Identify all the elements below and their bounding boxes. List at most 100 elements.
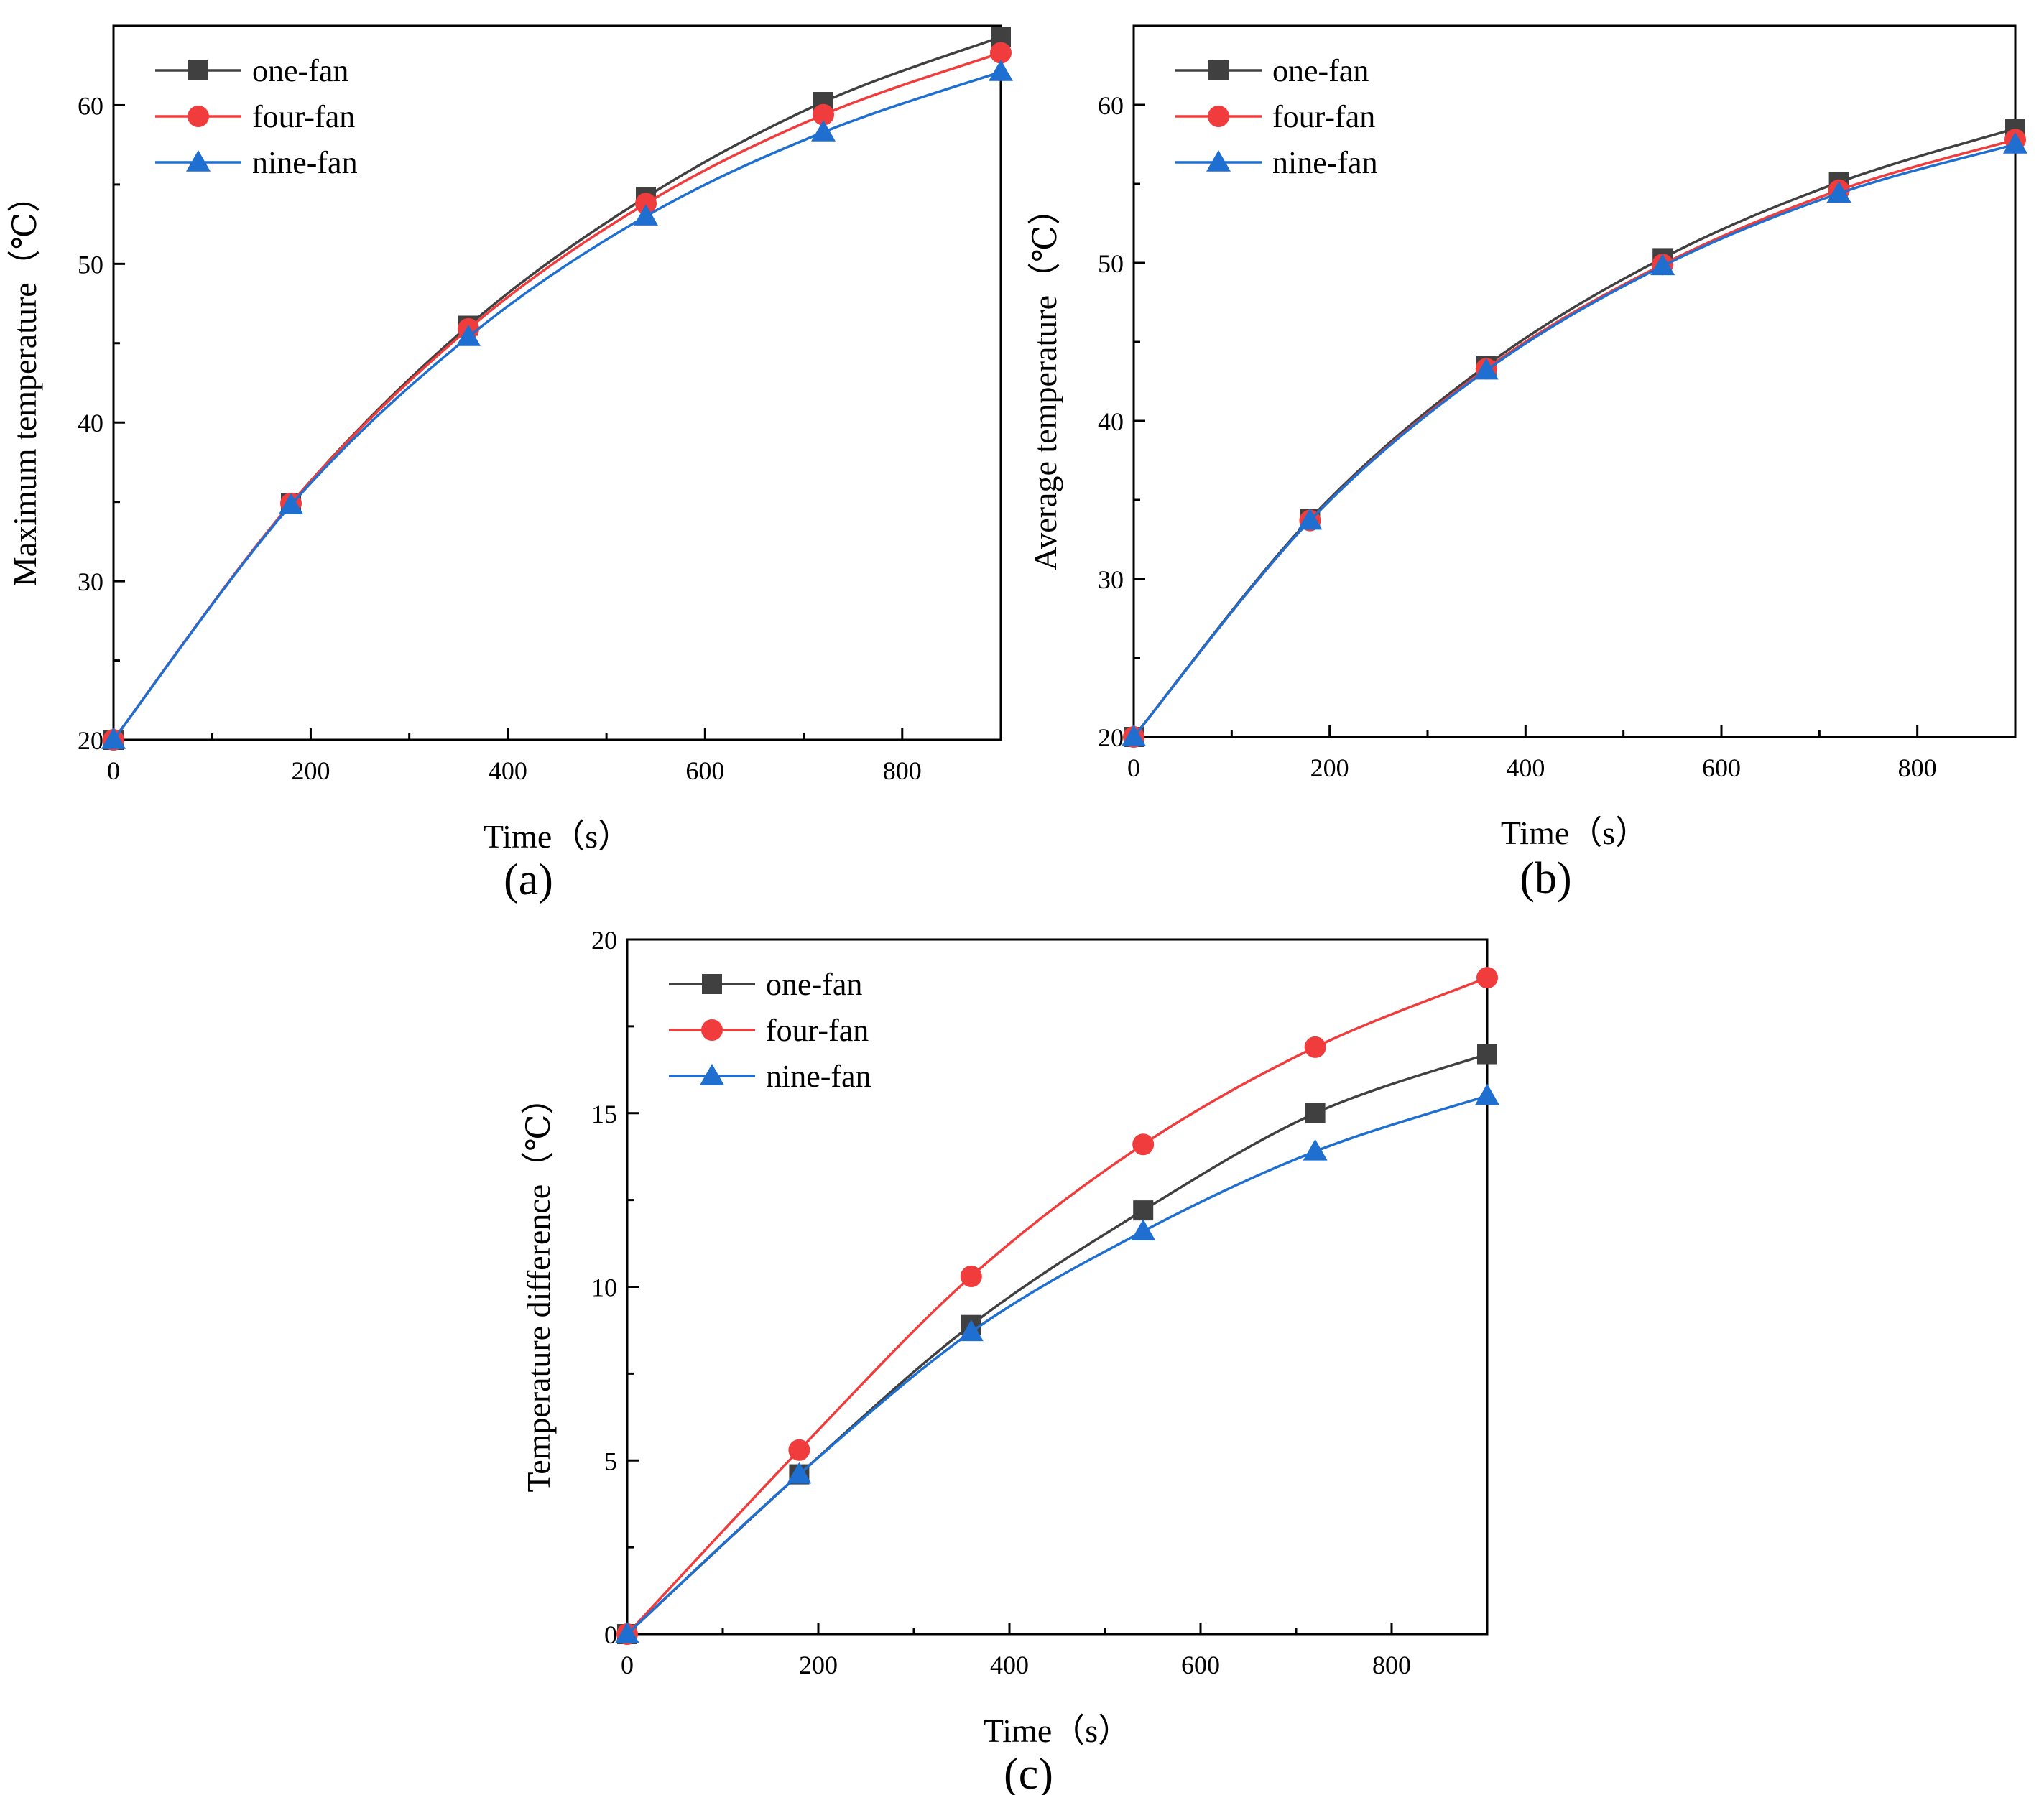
legend-marker-one-fan [188,60,208,80]
data-point-four-fan [788,1439,810,1461]
legend-marker-one-fan [1208,60,1229,80]
x-tick-label: 600 [1702,753,1741,782]
data-point-nine-fan [787,1462,812,1484]
series-line-four-fan [1132,138,2016,738]
series-line-one-fan [1132,127,2016,738]
data-point-four-fan [635,193,657,215]
series-line-four-fan [112,51,1002,741]
chart-panel-2: 0 200 400 600 800 20 30 40 50 60 Time（s） Average te… [1027,24,2027,903]
series-line-nine-fan [1132,143,2016,738]
y-axis-title: Maximum temperature（℃） [6,180,43,586]
legend-label-nine-fan: nine-fan [1272,145,1378,180]
data-point-nine-fan [1122,725,1146,746]
legend-marker-four-fan [1208,106,1229,127]
chart-panel-1: 0 200 400 600 800 20 30 40 50 60 Time（s） Maximum te… [6,24,1013,904]
series-line-four-fan [626,976,1488,1636]
legend-label-one-fan: one-fan [1272,53,1369,88]
series-four-fan [616,967,1498,1645]
y-tick-label: 20 [78,726,103,755]
data-point-one-fan [1305,1103,1326,1123]
x-tick-label: 200 [1310,753,1349,782]
panel-label: (c) [1004,1750,1053,1795]
legend-label-nine-fan: nine-fan [252,145,358,180]
y-tick-label: 50 [78,250,103,279]
y-tick-label: 10 [591,1274,617,1302]
series-four-fan [103,42,1012,751]
data-point-nine-fan [101,728,126,749]
x-axis-title: Time（s） [1501,815,1648,851]
series-four-fan [1123,129,2026,748]
data-point-nine-fan [456,324,481,346]
y-tick-label: 5 [604,1447,617,1475]
y-axis-title: Average temperature（℃） [1027,193,1063,571]
series-line-one-fan [626,1052,1488,1636]
data-point-nine-fan [1474,358,1499,380]
data-point-nine-fan [279,493,303,514]
data-point-nine-fan [1650,254,1675,276]
legend-marker-nine-fan [700,1064,724,1085]
plot-frame [626,938,1489,1636]
y-tick-label: 0 [604,1620,617,1649]
x-axis-title: Time（s） [984,1712,1131,1749]
data-point-nine-fan [1475,1083,1499,1105]
legend: one-fan four-fan nine-fan [1175,53,1378,180]
series-nine-fan [615,1083,1499,1643]
data-point-four-fan [1476,967,1498,989]
legend-marker-one-fan [702,974,722,994]
y-axis-title: Temperature difference（℃） [520,1081,557,1492]
data-point-nine-fan [811,119,836,142]
data-point-nine-fan [2003,132,2027,154]
data-point-nine-fan [958,1319,984,1342]
panel-label: (a) [504,855,553,904]
y-tick-label: 60 [78,91,103,120]
x-tick-label: 200 [799,1651,838,1679]
x-tick-label: 400 [1506,753,1545,782]
data-point-nine-fan [1298,508,1323,530]
y-tick-label: 40 [78,409,103,437]
x-tick-label: 400 [489,756,527,785]
data-point-one-fan [1133,1200,1154,1221]
y-tick-label: 60 [1098,91,1124,120]
series-line-one-fan [112,35,1002,741]
x-axis-title: Time（s） [484,818,631,855]
legend-label-four-fan: four-fan [1272,99,1375,134]
x-tick-label: 800 [883,756,922,785]
series-line-nine-fan [626,1094,1488,1636]
data-point-nine-fan [634,204,658,226]
data-point-nine-fan [1303,1138,1328,1161]
data-point-four-fan [1304,1036,1326,1058]
data-point-one-fan [1477,1044,1497,1065]
series-nine-fan [1122,132,2027,746]
data-point-nine-fan [1131,1219,1156,1240]
series-nine-fan [101,60,1013,749]
legend-label-nine-fan: nine-fan [766,1059,871,1094]
y-tick-label: 30 [1098,565,1124,594]
y-tick-label: 30 [78,567,103,596]
y-tick-label: 50 [1098,249,1124,278]
data-point-four-fan [813,103,834,126]
data-point-four-fan [990,42,1012,64]
series-one-fan [1124,119,2025,747]
legend-marker-four-fan [188,106,209,127]
series-line-nine-fan [112,70,1002,741]
data-point-nine-fan [1826,181,1851,203]
legend: one-fan four-fan nine-fan [155,53,358,180]
plot-frame [112,24,1002,741]
x-tick-label: 0 [621,1651,634,1679]
series-one-fan [103,27,1011,750]
y-tick-label: 20 [1098,723,1124,752]
legend-marker-nine-fan [186,150,211,172]
x-tick-label: 0 [1127,753,1140,782]
legend-marker-nine-fan [1206,150,1231,172]
data-point-nine-fan [615,1622,639,1643]
legend: one-fan four-fan nine-fan [669,967,871,1094]
data-point-four-fan [1132,1133,1155,1156]
y-tick-label: 15 [591,1100,617,1128]
y-tick-label: 20 [591,926,617,955]
legend-marker-four-fan [701,1019,723,1041]
panel-label: (b) [1520,854,1571,903]
x-tick-label: 400 [990,1651,1029,1679]
x-tick-label: 600 [1181,1651,1220,1679]
